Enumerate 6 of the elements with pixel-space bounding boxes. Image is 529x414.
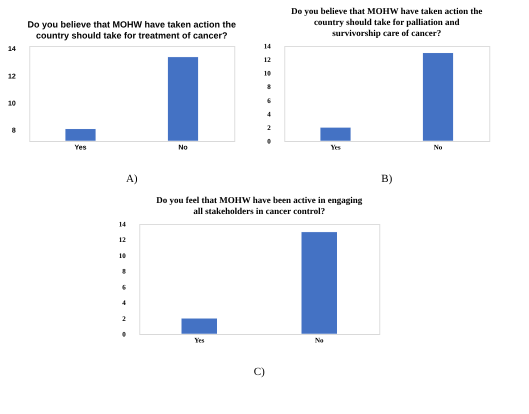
- text: B): [381, 173, 393, 185]
- text: A): [126, 173, 138, 185]
- chart-title: Do you believe that MOHW have taken action the country should take for palliation and survivorship care of cancer?: [291, 6, 482, 38]
- chart-title: Do you believe that MOHW have taken action the country should take for treatment of cancer?: [27, 20, 236, 41]
- text: C): [254, 366, 266, 378]
- chart-title: Do you feel that MOHW have been active in engaging all stakeholders in cancer control?: [156, 195, 363, 216]
